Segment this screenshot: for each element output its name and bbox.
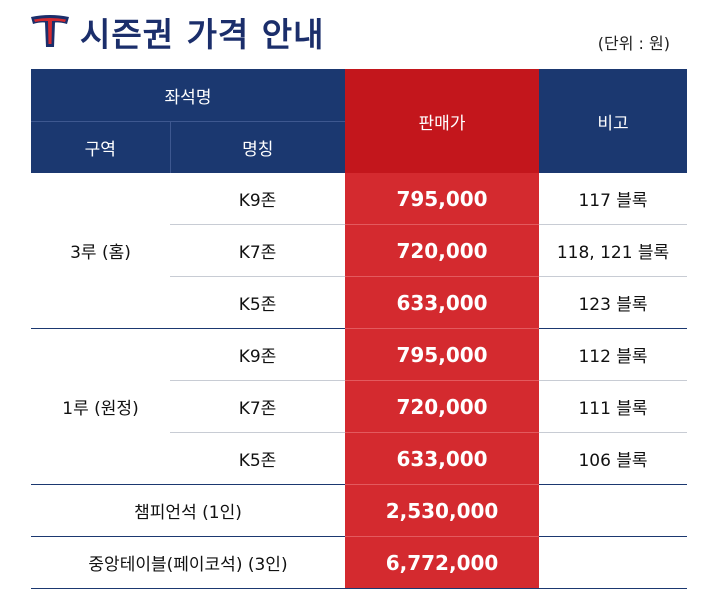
price-cell: 633,000 <box>345 276 540 329</box>
price-cell: 720,000 <box>345 380 540 433</box>
zone-cell: 3루 (홈) <box>31 173 170 329</box>
table-row: 3루 (홈) K9존 795,000 117 블록 <box>31 173 688 329</box>
note-cell: 123 블록 <box>539 276 688 329</box>
price-cell: 2,530,000 <box>345 484 540 537</box>
page-title: 시즌권 가격 안내 <box>80 15 325 54</box>
table-row: K7존 720,000 111 블록 <box>31 380 688 433</box>
table-row: 중앙테이블(페이코석) (3인) 6,772,000 <box>31 536 688 589</box>
price-cell: 720,000 <box>345 224 540 277</box>
note-cell: 111 블록 <box>539 380 688 433</box>
price-cell: 6,772,000 <box>345 536 540 589</box>
price-table: 좌석명 판매가 비고 구역 명칭 3루 (홈) K9존 795,000 117 … <box>31 69 688 589</box>
header-zone: 구역 <box>31 121 171 173</box>
zone-cell: 1루 (원정) <box>31 328 170 485</box>
note-cell: 118, 121 블록 <box>539 224 688 277</box>
price-cell: 633,000 <box>345 432 540 485</box>
header-price: 판매가 <box>345 69 540 173</box>
seat-name-cell: K7존 <box>170 224 346 277</box>
note-cell: 112 블록 <box>539 328 688 381</box>
table-row: K5존 633,000 106 블록 <box>31 432 688 485</box>
unit-label: (단위 : 원) <box>597 34 670 53</box>
team-t-logo-icon <box>31 15 69 47</box>
header-name: 명칭 <box>170 121 346 173</box>
seat-name-cell: K7존 <box>170 380 346 433</box>
table-row: K5존 633,000 123 블록 <box>31 276 688 329</box>
header-note: 비고 <box>539 69 688 173</box>
note-cell <box>539 536 688 589</box>
price-cell: 795,000 <box>345 328 540 381</box>
note-cell: 117 블록 <box>539 173 688 225</box>
seat-name-cell: K5존 <box>170 276 346 329</box>
table-row: 챔피언석 (1인) 2,530,000 <box>31 484 688 537</box>
seat-name-cell: K5존 <box>170 432 346 485</box>
seat-name-cell: K9존 <box>170 173 346 225</box>
seat-name-cell: K9존 <box>170 328 346 381</box>
price-cell: 795,000 <box>345 173 540 225</box>
special-seat-name-cell: 중앙테이블(페이코석) (3인) <box>31 536 346 589</box>
table-row: K7존 720,000 118, 121 블록 <box>31 224 688 277</box>
note-cell: 106 블록 <box>539 432 688 485</box>
header-seat-name: 좌석명 <box>31 69 346 122</box>
table-row: 1루 (원정) K9존 795,000 112 블록 <box>31 328 688 485</box>
note-cell <box>539 484 688 537</box>
special-seat-name-cell: 챔피언석 (1인) <box>31 484 346 537</box>
